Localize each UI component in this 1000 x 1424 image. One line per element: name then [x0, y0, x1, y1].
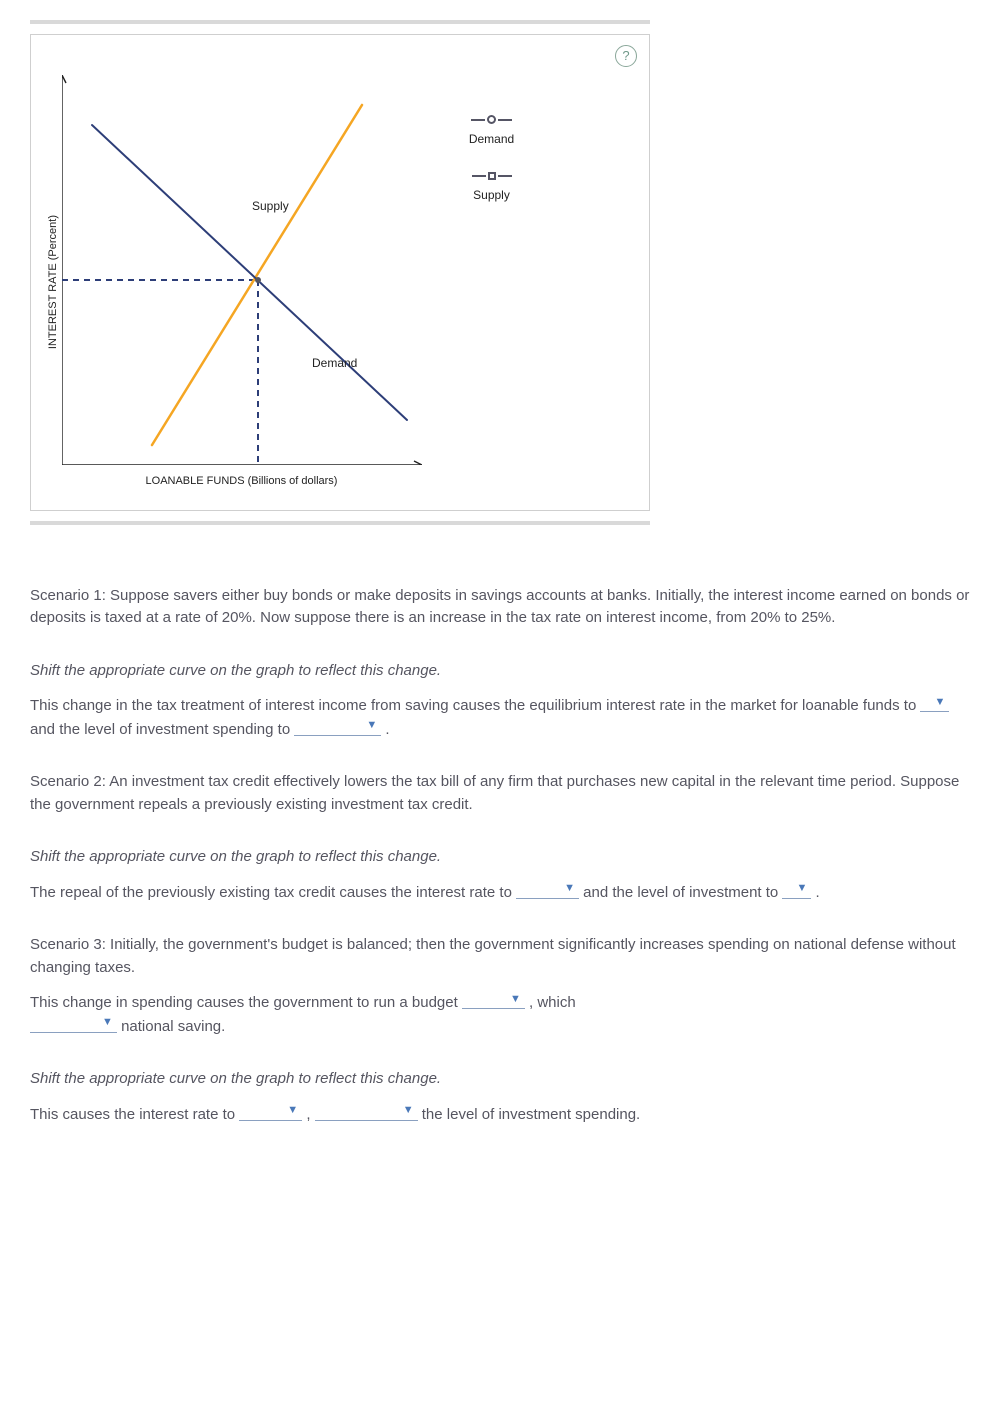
- chevron-down-icon: ▼: [287, 1102, 298, 1119]
- help-icon-glyph: ?: [622, 46, 629, 66]
- legend-item-demand[interactable]: Demand: [452, 115, 532, 148]
- x-axis-label: LOANABLE FUNDS (Billions of dollars): [62, 465, 422, 490]
- scenario2-text: Scenario 2: An investment tax credit eff…: [30, 771, 970, 816]
- scenario1-instruction: Shift the appropriate curve on the graph…: [30, 660, 970, 742]
- s3-dropdown-3[interactable]: ▼: [239, 1103, 302, 1121]
- chevron-down-icon: ▼: [796, 880, 807, 897]
- s1-fill-end: .: [385, 721, 389, 738]
- scenario1-fill: This change in the tax treatment of inte…: [30, 694, 970, 741]
- svg-text:Supply: Supply: [252, 199, 289, 213]
- s3-fill2-post: the level of investment spending.: [422, 1106, 640, 1123]
- scenario3-fill1: This change in spending causes the gover…: [30, 991, 970, 1038]
- legend-supply-symbol: [472, 172, 512, 180]
- s1-dropdown-2[interactable]: ▼: [294, 718, 381, 736]
- s3-fill2-pre: This causes the interest rate to: [30, 1106, 239, 1123]
- s3-dropdown-2[interactable]: ▼: [30, 1015, 117, 1033]
- scenario3-text: Scenario 3: Initially, the government's …: [30, 934, 970, 979]
- s2-fill-pre: The repeal of the previously existing ta…: [30, 884, 516, 901]
- legend-supply-label: Supply: [473, 186, 510, 204]
- s3-fill1-mid: , which: [529, 994, 576, 1011]
- chevron-down-icon: ▼: [934, 694, 945, 711]
- s2-fill-mid: and the level of investment to: [583, 884, 782, 901]
- plot-column: Supply Demand LOANABLE FUNDS (Billions of…: [62, 75, 422, 490]
- chevron-down-icon: ▼: [102, 1014, 113, 1031]
- chart-section: ? INTEREST RATE (Percent) Supply Demand L…: [30, 20, 650, 525]
- scenario2-intro: Scenario 2: An investment tax credit eff…: [30, 771, 970, 816]
- y-axis-label: INTEREST RATE (Percent): [41, 215, 62, 349]
- scenario3-instruction-text: Shift the appropriate curve on the graph…: [30, 1068, 970, 1091]
- scenario3-intro: Scenario 3: Initially, the government's …: [30, 934, 970, 1038]
- s3-dropdown-4[interactable]: ▼: [315, 1103, 418, 1121]
- plot-svg[interactable]: Supply Demand: [62, 75, 422, 465]
- legend-demand-label: Demand: [469, 130, 514, 148]
- help-icon[interactable]: ?: [615, 45, 637, 67]
- scenario3-fill2: This causes the interest rate to ▼ , ▼ t…: [30, 1103, 970, 1127]
- svg-text:Demand: Demand: [312, 356, 357, 370]
- legend: Demand Supply: [452, 75, 532, 490]
- chart-container: ? INTEREST RATE (Percent) Supply Demand L…: [30, 34, 650, 511]
- scenario1-instruction-text: Shift the appropriate curve on the graph…: [30, 660, 970, 683]
- legend-demand-symbol: [471, 115, 512, 124]
- s3-fill1-post: national saving.: [121, 1018, 225, 1035]
- s2-dropdown-2[interactable]: ▼: [782, 881, 811, 899]
- s1-fill-pre: This change in the tax treatment of inte…: [30, 697, 920, 714]
- s1-fill-mid: and the level of investment spending to: [30, 721, 294, 738]
- chevron-down-icon: ▼: [510, 991, 521, 1008]
- s2-dropdown-1[interactable]: ▼: [516, 881, 579, 899]
- scenario1-text: Scenario 1: Suppose savers either buy bo…: [30, 585, 970, 630]
- chevron-down-icon: ▼: [366, 717, 377, 734]
- s3-fill1-pre: This change in spending causes the gover…: [30, 994, 462, 1011]
- plot-area[interactable]: Supply Demand: [62, 75, 422, 465]
- s2-fill-end: .: [816, 884, 820, 901]
- chevron-down-icon: ▼: [403, 1102, 414, 1119]
- s3-dropdown-1[interactable]: ▼: [462, 991, 525, 1009]
- chevron-down-icon: ▼: [564, 880, 575, 897]
- bottom-divider: [30, 521, 650, 525]
- question-body: Scenario 1: Suppose savers either buy bo…: [30, 585, 970, 1127]
- scenario1-intro: Scenario 1: Suppose savers either buy bo…: [30, 585, 970, 630]
- scenario3-instruction: Shift the appropriate curve on the graph…: [30, 1068, 970, 1126]
- s3-fill2-mid: ,: [306, 1106, 314, 1123]
- s1-dropdown-1[interactable]: ▼: [920, 694, 949, 712]
- scenario2-fill: The repeal of the previously existing ta…: [30, 881, 970, 905]
- scenario2-instruction: Shift the appropriate curve on the graph…: [30, 846, 970, 904]
- top-divider: [30, 20, 650, 24]
- scenario2-instruction-text: Shift the appropriate curve on the graph…: [30, 846, 970, 869]
- legend-item-supply[interactable]: Supply: [452, 172, 532, 204]
